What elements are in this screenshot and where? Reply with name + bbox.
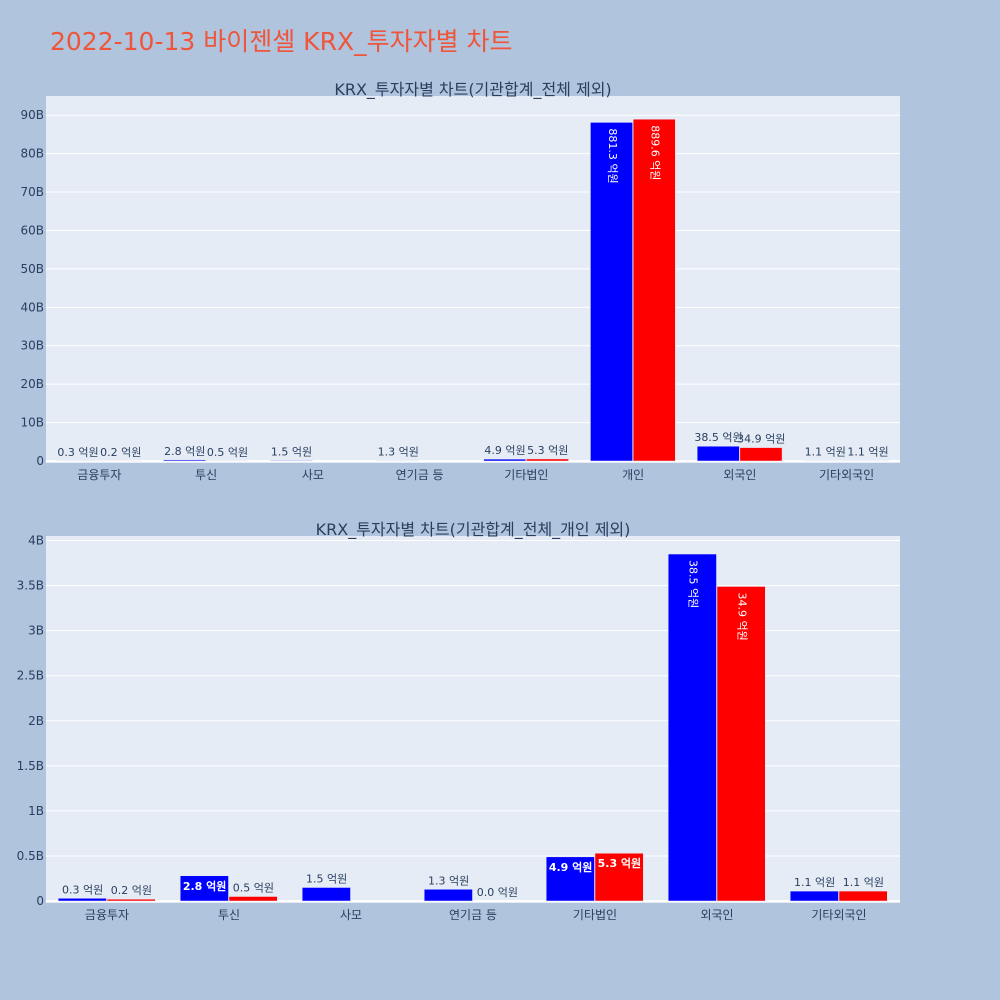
y-tick-label: 2.5B [17,669,44,683]
y-tick-label: 80B [20,147,44,161]
x-tick-label: 투신 [195,468,217,482]
data-label: 5.3 억원 [598,856,642,870]
x-tick-label: 외국인 [723,468,756,482]
y-tick-label: 0 [36,454,44,468]
y-tick-label: 90B [20,108,44,122]
chart-title: KRX_투자자별 차트(기관합계_전체 제외) [334,80,611,100]
x-tick-label: 금융투자 [85,908,129,922]
bar [716,586,766,902]
data-label: 1.3 억원 [428,874,469,887]
data-label: 34.9 억원 [735,592,748,640]
bar [590,122,633,462]
bar [545,856,595,902]
bar [696,445,740,462]
data-label: 2.8 억원 [183,879,227,893]
data-label: 0.2 억원 [111,884,152,897]
data-label: 4.9 억원 [484,444,525,457]
y-tick-label: 1B [28,804,44,818]
y-tick-label: 50B [20,262,44,276]
data-label: 1.5 억원 [306,872,347,885]
bar [57,898,107,902]
data-label: 1.1 억원 [805,446,846,459]
bar [483,458,527,462]
bar [423,889,473,902]
x-tick-label: 외국인 [700,908,733,922]
bar [228,896,278,902]
y-tick-label: 60B [20,223,44,237]
bar [163,459,206,462]
x-tick-label: 기타법인 [573,908,617,922]
data-label: 0.3 억원 [57,446,98,459]
bar [526,458,569,462]
data-label: 5.3 억원 [527,444,568,457]
x-tick-label: 개인 [622,468,644,482]
bar [269,460,313,462]
data-label: 38.5 억원 [694,431,742,444]
plot-area [46,96,900,463]
y-tick-label: 10B [20,416,44,430]
x-tick-label: 기타외국인 [811,908,866,922]
investor-chart-total: KRX_투자자별 차트(기관합계_전체 제외) 0 10B 20B 30B 40B 50B… [20,80,900,482]
data-label: 1.1 억원 [847,446,888,459]
y-tick-label: 40B [20,300,44,314]
data-label: 881.3 억원 [606,128,619,183]
data-label: 0.2 억원 [100,446,141,459]
data-label: 0.5 억원 [233,881,274,894]
y-tick-label: 2B [28,714,44,728]
plot-area [46,536,900,903]
y-tick-label: 30B [20,339,44,353]
y-tick-label: 0 [36,894,44,908]
page-title: 2022-10-13 바이젠셀 KRX_투자자별 차트 [50,27,513,56]
bar [667,553,717,902]
y-tick-label: 4B [28,534,44,548]
chart-title: KRX_투자자별 차트(기관합계_전체_개인 제외) [316,520,631,540]
bar [301,887,351,902]
y-tick-label: 3.5B [17,579,44,593]
y-tick-label: 70B [20,185,44,199]
data-label: 34.9 억원 [737,433,785,446]
x-tick-label: 사모 [302,468,324,482]
bar [789,890,839,902]
data-label: 1.3 억원 [378,446,419,459]
bar [594,852,644,902]
bar [106,898,156,902]
data-label: 4.9 억원 [549,860,593,874]
data-label: 1.1 억원 [794,876,835,889]
data-label: 0.0 억원 [477,886,518,899]
y-tick-label: 20B [20,377,44,391]
x-tick-label: 투신 [218,908,240,922]
data-label: 38.5 억원 [687,560,700,608]
bar [179,875,229,902]
data-label: 889.6 억원 [648,125,661,180]
bar [632,118,676,462]
x-tick-label: 사모 [340,908,362,922]
data-label: 2.8 억원 [164,445,205,458]
y-tick-label: 3B [28,624,44,638]
y-tick-label: 0.5B [17,849,44,863]
data-label: 1.5 억원 [271,445,312,458]
x-tick-label: 기타외국인 [819,468,874,482]
bar [838,890,888,902]
x-tick-label: 기타법인 [504,468,548,482]
data-label: 0.5 억원 [207,446,248,459]
investor-chart-excl-individual: KRX_투자자별 차트(기관합계_전체_개인 제외) 0 0.5B 1B 1.5B 2B… [17,520,900,922]
x-tick-label: 금융투자 [77,468,121,482]
x-tick-label: 연기금 등 [396,468,444,482]
data-label: 1.1 억원 [843,876,884,889]
x-tick-label: 연기금 등 [449,908,497,922]
y-tick-label: 1.5B [17,759,44,773]
bar [739,447,783,462]
data-label: 0.3 억원 [62,883,103,896]
